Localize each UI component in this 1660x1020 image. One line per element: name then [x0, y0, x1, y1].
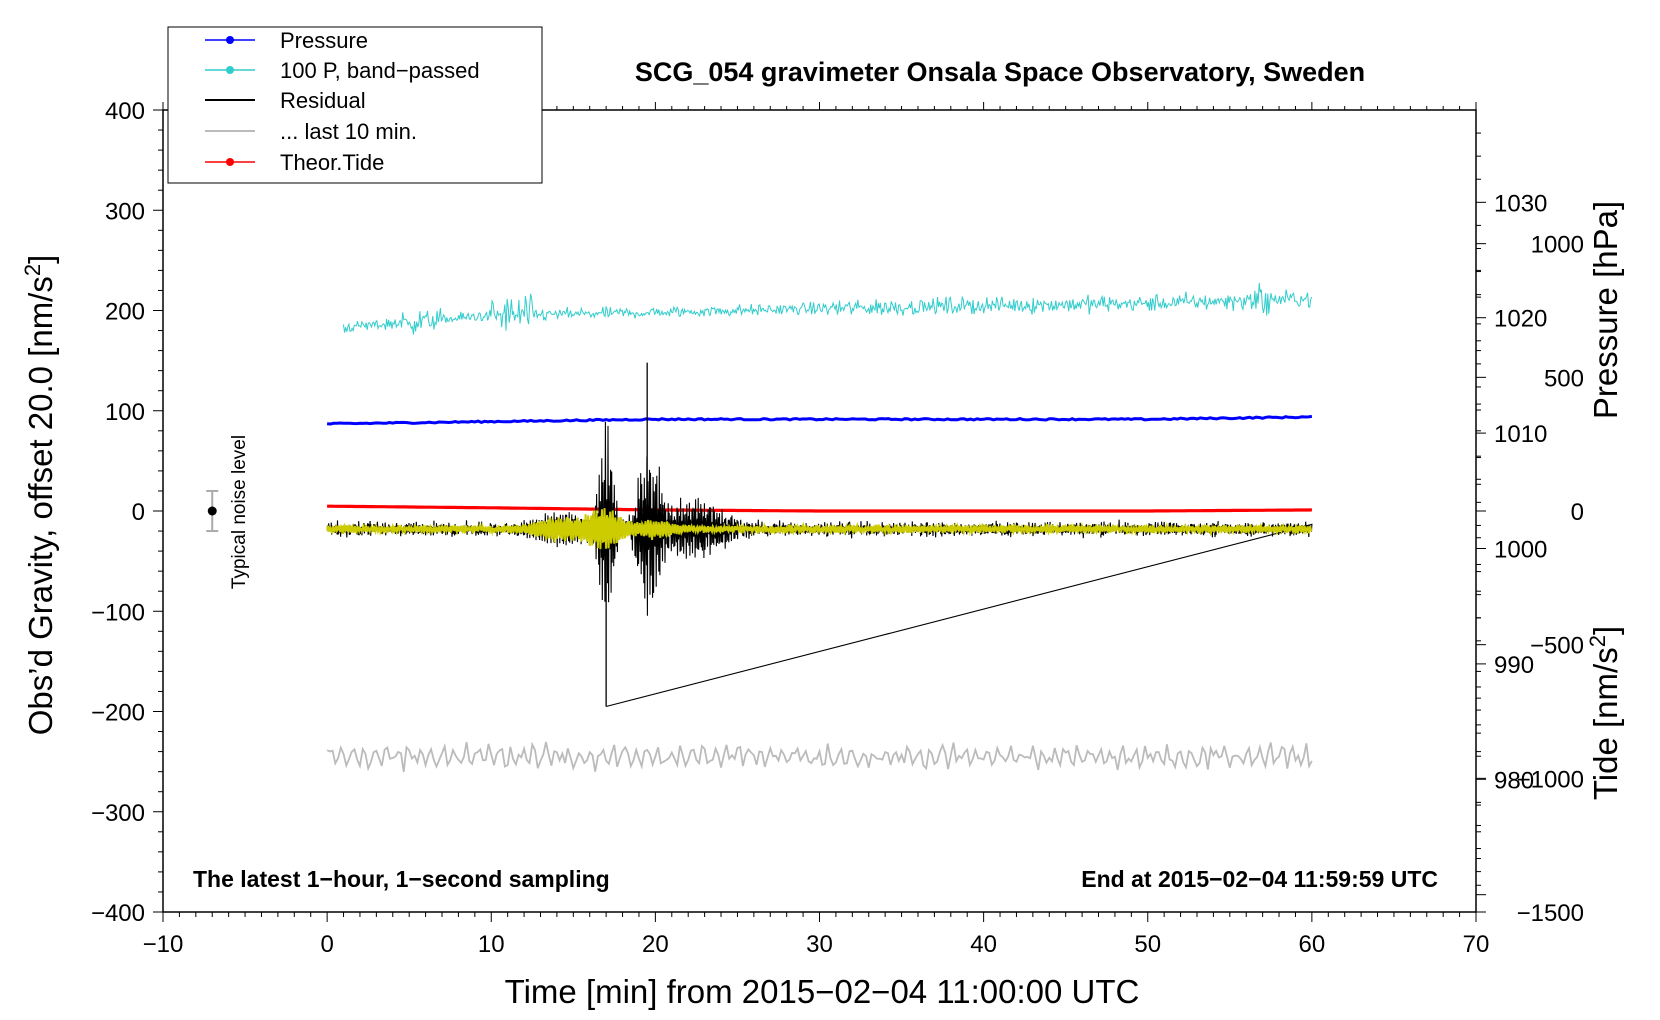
noise-layer: [206, 489, 219, 533]
series-pressure: [326, 414, 1313, 426]
y-left-tick-label: 400: [105, 98, 145, 125]
legend-box: [167, 26, 543, 184]
x-tick-label: 60: [1299, 931, 1326, 958]
annotation-right: End at 2015−02−04 11:59:59 UTC: [1081, 866, 1438, 892]
legend-label-tide: Theor.Tide: [280, 150, 384, 175]
x-axis-label: Time [min] from 2015−02−04 11:00:00 UTC: [505, 973, 1140, 1010]
y-tide-axis-label-sup: 2: [1585, 635, 1610, 647]
series-last-10-min: [326, 741, 1313, 773]
legend-label-pressure: Pressure: [280, 28, 368, 53]
y-left-axis-label: Obs’d Gravity, offset 20.0 [nm/s2]: [20, 255, 59, 736]
y-left-tick-label: −100: [91, 599, 145, 626]
noise-marker-point: [207, 506, 217, 516]
x-tick-label: 70: [1463, 931, 1490, 958]
legend: Pressure 100 P, band−passed Residual ...…: [167, 26, 543, 184]
y-left-axis-label-main: Obs’d Gravity, offset 20.0 [nm/s: [22, 276, 59, 735]
series-residual-filtered: [326, 508, 1313, 550]
y-tide-tick-label: −1000: [1517, 766, 1584, 793]
legend-marker-bandpassed: [226, 66, 234, 74]
y-pressure-axis: 980 990 1000 1010 1020 1030: [1476, 132, 1547, 896]
y-left-tick-label: −300: [91, 800, 145, 827]
y-left-tick-label: 200: [105, 299, 145, 326]
x-axis: −10 0 10 20 30 40 50 60 70: [143, 102, 1490, 958]
y-tide-tick-label: 500: [1544, 365, 1584, 392]
x-tick-label: 0: [320, 931, 333, 958]
y-left-axis-label-sup: 2: [20, 264, 45, 276]
y-pressure-axis-label: Pressure [hPa]: [1587, 201, 1624, 419]
y-left-tick-label: −200: [91, 700, 145, 727]
x-tick-label: 10: [478, 931, 505, 958]
x-tick-label: 30: [806, 931, 833, 958]
legend-item-residual: Residual: [205, 88, 366, 113]
y-tide-axis-label-end: ]: [1587, 626, 1624, 635]
series-theor-tide: [327, 504, 1312, 513]
x-tick-label: 20: [642, 931, 669, 958]
y-pressure-tick-label: 1000: [1494, 537, 1547, 564]
legend-label-last10: ... last 10 min.: [280, 119, 417, 144]
y-tide-tick-label: −500: [1530, 633, 1584, 660]
legend-marker-tide: [226, 158, 234, 166]
y-tide-tick-label: −1500: [1517, 900, 1584, 927]
chart-title: SCG_054 gravimeter Onsala Space Observat…: [635, 57, 1365, 87]
y-pressure-tick-label: 1030: [1494, 190, 1547, 217]
y-tide-tick-label: 1000: [1531, 232, 1584, 259]
y-left-tick-label: 300: [105, 198, 145, 225]
y-tide-tick-label: 0: [1571, 499, 1584, 526]
y-pressure-tick-label: 980: [1494, 767, 1534, 794]
y-left-tick-label: −400: [91, 900, 145, 927]
y-pressure-tick-label: 1020: [1494, 306, 1547, 333]
y-pressure-tick-label: 1010: [1494, 421, 1547, 448]
legend-label-bandpassed: 100 P, band−passed: [280, 58, 480, 83]
legend-item-bandpassed: 100 P, band−passed: [205, 58, 480, 83]
y-left-axis-label-end: ]: [22, 255, 59, 264]
x-tick-label: 50: [1134, 931, 1161, 958]
legend-marker-pressure: [226, 36, 234, 44]
y-tide-axis-label: Tide [nm/s2]: [1585, 626, 1624, 800]
legend-item-pressure: Pressure: [205, 28, 368, 53]
legend-item-tide: Theor.Tide: [205, 150, 384, 175]
series-band-passed: [343, 282, 1313, 335]
y-tide-axis-label-main: Tide [nm/s: [1587, 647, 1624, 800]
legend-item-last10: ... last 10 min.: [205, 119, 417, 144]
y-left-tick-label: 0: [132, 499, 145, 526]
series-residual: [326, 421, 1313, 708]
y-tide-axis: −1500 −1000 −500 0 500 1000: [1476, 232, 1584, 927]
noise-level-label: Typical noise level: [229, 435, 250, 589]
annotation-left: The latest 1−hour, 1−second sampling: [193, 866, 610, 892]
y-left-tick-label: 100: [105, 399, 145, 426]
x-tick-label: 40: [970, 931, 997, 958]
series-layer: [326, 282, 1313, 773]
y-left-axis: −400 −300 −200 −100 0 100 200 300 400: [91, 98, 163, 927]
legend-label-residual: Residual: [280, 88, 366, 113]
x-tick-label: −10: [143, 931, 184, 958]
y-pressure-tick-label: 990: [1494, 652, 1534, 679]
